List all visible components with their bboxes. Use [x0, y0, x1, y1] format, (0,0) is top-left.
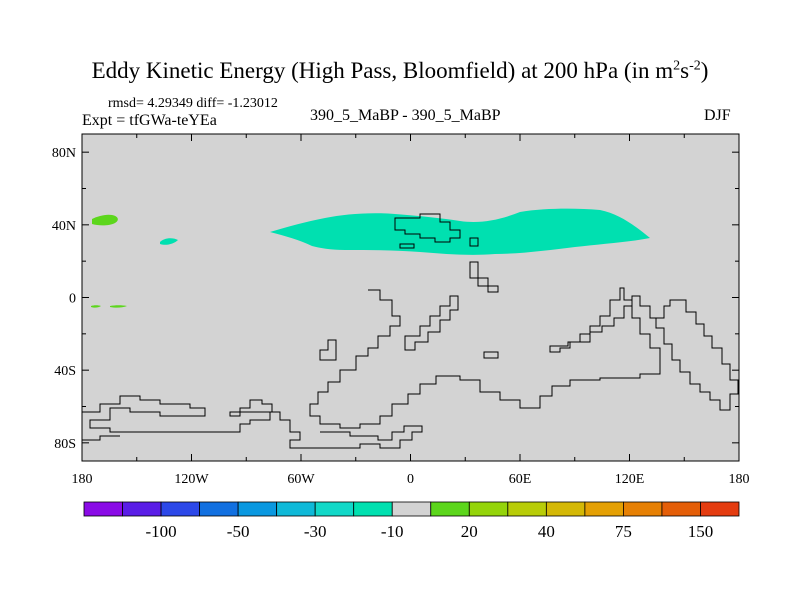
y-tick-label: 40S	[54, 364, 76, 379]
coastline-small-2	[319, 339, 337, 361]
rmsd-diff-label: rmsd= 4.29349 diff= -1.23012	[108, 96, 278, 111]
colorbar-swatch	[661, 501, 701, 517]
x-tick-label: 180	[729, 472, 750, 487]
coastline-antarctica-2	[229, 399, 273, 417]
colorbar-swatch	[430, 501, 470, 517]
colorbar-swatch	[276, 501, 316, 517]
colorbar-label: 40	[538, 522, 555, 541]
coastline-inner-1	[404, 295, 459, 351]
x-tick-label: 60W	[287, 472, 315, 487]
colorbar-swatch	[507, 501, 547, 517]
x-tick-label: 0	[407, 472, 414, 487]
positive-patch-west-pacific	[92, 214, 118, 226]
colorbar-label: -30	[304, 522, 327, 541]
chart-title: Eddy Kinetic Energy (High Pass, Bloomfie…	[91, 58, 709, 83]
axis-tick-labels: 180 120W 60W 0 60E 120E 180 80N 40N 0 40S 80S	[52, 146, 750, 487]
axis-ticks	[81, 134, 740, 461]
colorbar-label: 20	[461, 522, 478, 541]
colorbar-swatch	[391, 501, 432, 517]
colorbar-swatch	[584, 501, 624, 517]
coastlines	[82, 213, 739, 449]
colorbar-swatch	[468, 501, 509, 517]
coastline-island-1	[399, 243, 415, 249]
colorbar-swatch	[199, 501, 239, 517]
negative-patch-central-pacific	[160, 238, 178, 245]
coastline-ice-shelf	[82, 435, 120, 441]
experiment-label: Expt = tfGWa-teYEa	[82, 112, 217, 129]
season-label: DJF	[704, 107, 731, 124]
x-tick-label: 120W	[174, 472, 209, 487]
colorbar-swatch	[122, 501, 162, 517]
colorbar-swatch	[160, 501, 200, 517]
case-label: 390_5_MaBP - 390_5_MaBP	[310, 107, 501, 124]
x-tick-label: 180	[72, 472, 93, 487]
colorbar-swatch	[314, 501, 355, 517]
map-background	[82, 134, 739, 461]
colorbar-label: -10	[381, 522, 404, 541]
coastline-australia	[655, 299, 739, 411]
coastline-antarctica	[82, 395, 423, 449]
colorbar-swatch	[353, 501, 393, 517]
y-tick-label: 80S	[54, 437, 76, 452]
coastline-island-3	[469, 261, 499, 293]
colorbar-swatch	[623, 501, 663, 517]
colorbar-label: 75	[615, 522, 632, 541]
colorbar-label: 150	[688, 522, 714, 541]
coastline-small-1	[483, 351, 499, 359]
colorbar-label: -50	[227, 522, 250, 541]
y-tick-label: 80N	[52, 146, 76, 161]
colorbar-swatch	[700, 501, 740, 517]
x-tick-label: 60E	[509, 472, 532, 487]
coastline-island-2	[469, 237, 479, 247]
colorbar-swatch	[237, 501, 278, 517]
coastline-south-america	[309, 287, 661, 429]
colorbar-swatch	[545, 501, 586, 517]
colorbar: -100 -50 -30 -10 20 40 75 150	[83, 501, 740, 541]
colorbar-label: -100	[145, 522, 176, 541]
positive-patch-equatorial-1	[91, 305, 101, 308]
y-tick-label: 40N	[52, 219, 76, 234]
y-tick-label: 0	[69, 292, 76, 307]
coastline-asia	[394, 213, 461, 243]
colorbar-swatch	[83, 501, 123, 517]
positive-patch-equatorial-2	[110, 305, 127, 308]
x-tick-label: 120E	[615, 472, 645, 487]
